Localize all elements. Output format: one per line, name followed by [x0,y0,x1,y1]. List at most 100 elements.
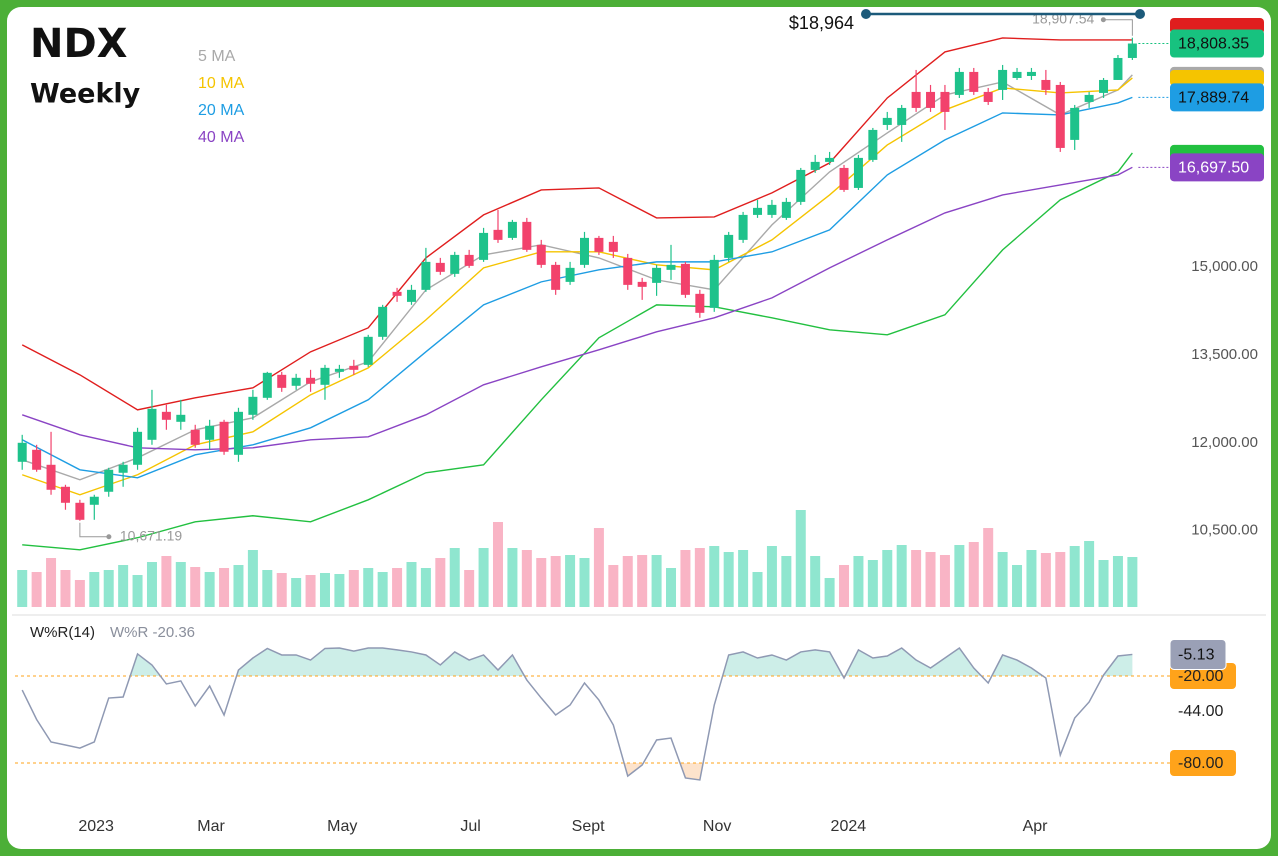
volume-bar [175,562,186,607]
y-tick-label: 13,500.00 [1191,346,1258,363]
volume-bar [752,572,763,607]
candle-body [104,469,114,492]
candle-body [825,157,835,162]
y-tick-label: 10,500.00 [1191,522,1258,539]
candle-body [623,257,633,285]
volume-bar [276,573,287,607]
candle-body [882,117,892,125]
candle-body [1055,84,1065,148]
volume-bar [46,558,57,607]
volume-bar [449,548,460,607]
legend-entry: 5 MA [198,48,236,65]
legend-entry: 40 MA [198,129,245,146]
volume-bar [1040,553,1051,607]
candle-body [954,71,964,95]
y-tick-label: -20.00 [1178,668,1223,685]
price-tag [1170,29,1264,58]
volume-bar [911,550,922,607]
candle-body [118,464,128,473]
candle-body [565,267,575,282]
volume-bar [1055,552,1066,607]
volume-bar [118,565,129,607]
candle-body [724,234,734,258]
volume-bar [1084,541,1095,607]
volume-bar [1127,557,1138,607]
candle-body [320,367,330,385]
volume-bar [219,568,230,607]
band-line [22,152,1133,551]
ma-line [21,96,1133,479]
candle-body [522,221,532,250]
chart-subtitle: Weekly [30,79,141,110]
candle-body [666,264,676,270]
volume-bar [810,556,821,607]
candle-body [219,421,229,452]
y-tick-label: 12,000.00 [1191,434,1258,451]
volume-bar [694,548,705,607]
candle-body [753,207,763,215]
candle-body [680,263,690,295]
panel [7,7,1271,849]
ma-line [21,74,1133,481]
candle-body [262,372,272,398]
line-tool-label: $18,964 [789,13,854,33]
candle-body [421,261,431,290]
candle-body [349,365,359,370]
volume-bar [1026,550,1037,607]
volume-bar [983,528,994,607]
candle-body [551,264,561,290]
volume-bar [305,575,316,607]
volume-bar [146,562,157,607]
volume-bar [1069,546,1080,607]
volume-bar [492,522,503,607]
candle-body [695,293,705,313]
price-tag [1170,83,1264,112]
candle-body [233,411,243,455]
candle-body [464,254,474,266]
candle-body [536,244,546,265]
price-tag-label: 17,889.74 [1178,90,1249,107]
volume-bar [824,578,835,607]
candle-body [1113,57,1123,80]
volume-bar [593,528,604,607]
volume-bar [348,570,359,607]
volume-bar [319,573,330,607]
value-tag [1169,638,1227,670]
volume-bar [233,565,244,607]
candle-body [868,129,878,160]
candle-body [810,161,820,170]
candle-body [998,69,1008,90]
price-tag [1170,69,1264,86]
candle-body [363,336,373,365]
volume-bar [723,552,734,607]
volume-bar [867,560,878,607]
volume-bar [565,555,576,607]
volume-bar [363,568,374,607]
candle-body [450,254,460,274]
line-tool-handle [861,9,871,19]
candle-body [1026,71,1036,76]
volume-bar [637,555,648,607]
ma-line [21,166,1133,451]
volume-bar [939,555,950,607]
candle-body [637,281,647,287]
volume-bar [60,570,71,607]
candle-body [176,414,186,422]
low-label: 10,671.19 [120,527,182,543]
candle-body [334,368,344,372]
chart-title: NDX [30,21,128,67]
x-tick-label: Sept [572,818,605,835]
candle-body [608,241,618,252]
x-tick-label: May [327,818,357,835]
x-tick-label: 2023 [78,818,114,835]
candle-body [926,91,936,108]
candle-body [46,464,56,490]
legend-entry: 10 MA [198,75,245,92]
wr-line [21,646,1133,781]
price-tag-label: 16,697.50 [1178,160,1249,177]
volume-bar [882,550,893,607]
candle-body [435,262,445,272]
volume-bar [291,578,302,607]
line-tool-handle [1135,9,1145,19]
volume-bar [550,556,561,607]
